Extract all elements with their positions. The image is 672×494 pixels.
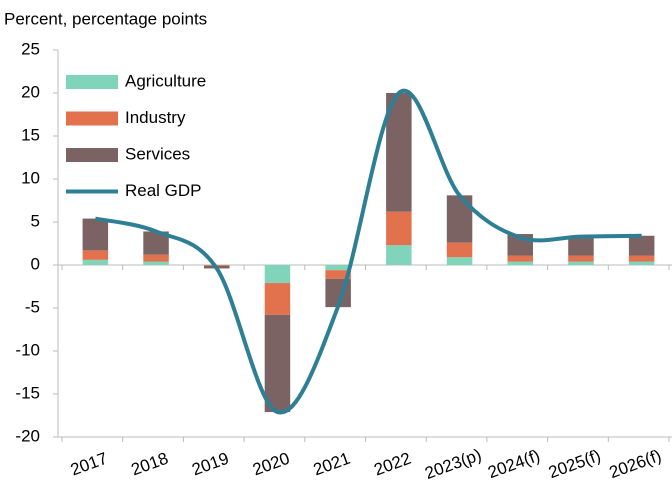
bar-segment [143, 254, 169, 262]
bar-segment [143, 231, 169, 255]
legend-label: Agriculture [125, 71, 206, 90]
y-tick-label: -5 [25, 297, 40, 316]
y-tick-label: -20 [15, 426, 40, 445]
bar-segment [568, 261, 594, 265]
x-tick-label: 2017 [68, 449, 110, 480]
legend-swatch [66, 148, 118, 162]
x-tick-label: 2022 [371, 449, 413, 480]
line-series [94, 88, 642, 415]
y-tick-label: 20 [21, 82, 40, 101]
legend-swatch [66, 111, 118, 126]
bar-segment [82, 259, 109, 265]
legend-swatch [66, 75, 118, 89]
bar-segment [507, 261, 533, 265]
y-tick-label: 15 [21, 125, 40, 144]
bar-segment [325, 265, 351, 271]
x-tick-label: 2020 [250, 449, 292, 480]
bar-segment [628, 261, 655, 265]
bar-segment [507, 255, 533, 262]
bar-segment [386, 211, 412, 246]
bar-segment [628, 235, 655, 256]
x-tick-label: 2024(f) [485, 446, 542, 482]
bar-segment [568, 236, 594, 256]
x-tick-label: 2023(p) [422, 445, 484, 483]
bar-segment [264, 314, 291, 413]
legend-label: Services [125, 144, 190, 163]
y-tick-label: 10 [21, 168, 40, 187]
bar-segment [264, 283, 291, 315]
bar-segment [82, 218, 109, 251]
y-tick-label: -15 [15, 383, 40, 402]
chart-title: Percent, percentage points [4, 9, 207, 28]
x-tick-label: 2018 [129, 449, 171, 480]
x-tick-label: 2021 [311, 449, 353, 480]
bar-segment [143, 261, 169, 265]
legend-label: Industry [125, 108, 186, 127]
legend-label: Real GDP [125, 181, 202, 200]
y-tick-label: 25 [21, 39, 40, 58]
y-tick-label: 0 [31, 254, 40, 273]
y-tick-label: -10 [15, 340, 40, 359]
bar-segment [446, 257, 473, 265]
bar-segment [386, 245, 412, 265]
x-tick-label: 2026(f) [607, 446, 664, 482]
bar-segment [325, 270, 351, 279]
y-tick-label: 5 [31, 211, 40, 230]
bar-segment [628, 255, 655, 262]
bar-segment [568, 255, 594, 262]
bar-segment [264, 265, 291, 284]
bar-segment [446, 242, 473, 258]
x-tick-label: 2019 [189, 449, 231, 480]
x-tick-label: 2025(f) [546, 446, 603, 482]
bar-segment [82, 250, 109, 260]
